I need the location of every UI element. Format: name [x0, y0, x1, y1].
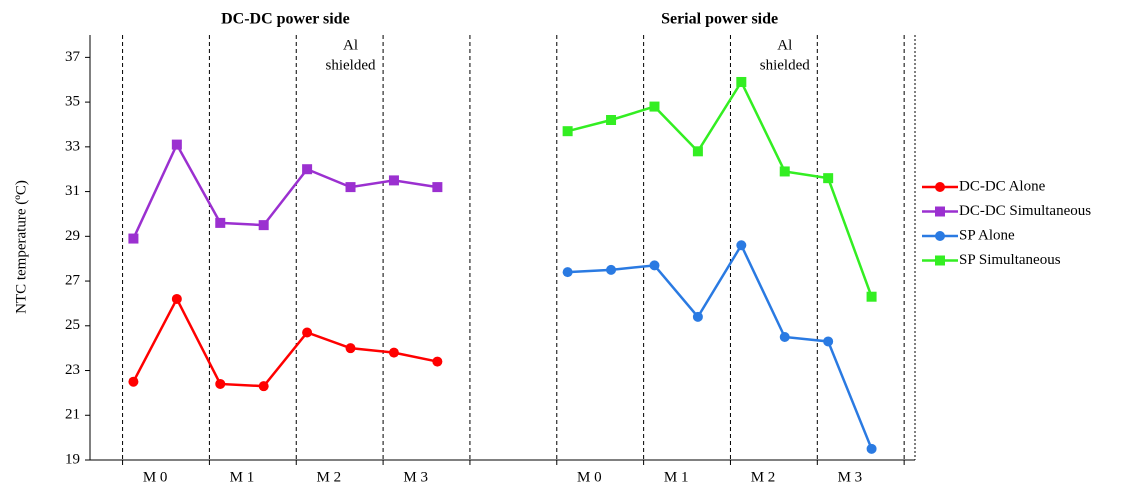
series-line	[132, 141, 438, 240]
y-tick-label: 25	[65, 317, 80, 333]
marker	[388, 175, 399, 186]
series-line	[567, 242, 873, 450]
marker	[823, 336, 834, 347]
marker	[562, 267, 573, 278]
marker	[258, 220, 269, 231]
annotation: shielded	[326, 57, 376, 73]
legend-marker	[935, 255, 945, 266]
marker	[258, 381, 269, 392]
marker	[215, 217, 226, 228]
marker	[345, 343, 356, 354]
legend-label: DC-DC Alone	[959, 178, 1046, 194]
y-tick-label: 27	[65, 272, 81, 288]
x-tick-label: M 2	[751, 469, 776, 485]
y-axis-label: NTC temperature (ºC)	[13, 180, 29, 314]
marker	[128, 233, 139, 244]
y-tick-label: 33	[65, 138, 80, 154]
legend-label: DC-DC Simultaneous	[959, 203, 1091, 219]
y-tick-label: 21	[65, 407, 80, 423]
marker	[649, 101, 660, 112]
panel-title: Serial power side	[661, 11, 778, 28]
marker	[171, 139, 182, 150]
series-line	[132, 296, 438, 388]
y-tick-label: 31	[65, 183, 80, 199]
x-tick-label: M 1	[664, 469, 689, 485]
x-tick-label: M 0	[577, 469, 602, 485]
y-tick-label: 19	[65, 451, 80, 467]
y-tick-label: 29	[65, 228, 80, 244]
annotation: Al	[343, 37, 358, 53]
panel-title: DC-DC power side	[221, 11, 350, 28]
x-tick-label: M 2	[317, 469, 342, 485]
legend-marker	[935, 206, 945, 217]
marker	[302, 327, 313, 338]
marker	[866, 291, 877, 302]
marker	[779, 331, 790, 342]
x-tick-label: M 1	[230, 469, 255, 485]
x-tick-label: M 3	[838, 469, 863, 485]
marker	[432, 356, 443, 367]
x-tick-label: M 0	[143, 469, 168, 485]
marker	[171, 293, 182, 304]
annotation: shielded	[760, 57, 810, 73]
marker	[823, 173, 834, 184]
marker	[128, 376, 139, 387]
legend-label: SP Alone	[959, 227, 1015, 243]
marker	[388, 347, 399, 358]
marker	[649, 260, 660, 271]
marker	[345, 182, 356, 193]
marker	[215, 378, 226, 389]
x-tick-label: M 3	[403, 469, 428, 485]
marker	[736, 76, 747, 87]
marker	[562, 126, 573, 137]
marker	[866, 443, 877, 454]
legend-label: SP Simultaneous	[959, 252, 1061, 268]
legend-marker	[935, 231, 945, 241]
series-line	[567, 79, 873, 298]
y-tick-label: 23	[65, 362, 80, 378]
y-tick-label: 35	[65, 94, 80, 110]
marker	[692, 146, 703, 157]
marker	[779, 166, 790, 177]
marker	[736, 240, 747, 251]
marker	[606, 264, 617, 275]
y-tick-label: 37	[65, 49, 81, 65]
marker	[432, 182, 443, 193]
annotation: Al	[777, 37, 792, 53]
marker	[302, 164, 313, 175]
legend-marker	[935, 182, 945, 192]
marker	[606, 115, 617, 125]
marker	[692, 311, 703, 322]
